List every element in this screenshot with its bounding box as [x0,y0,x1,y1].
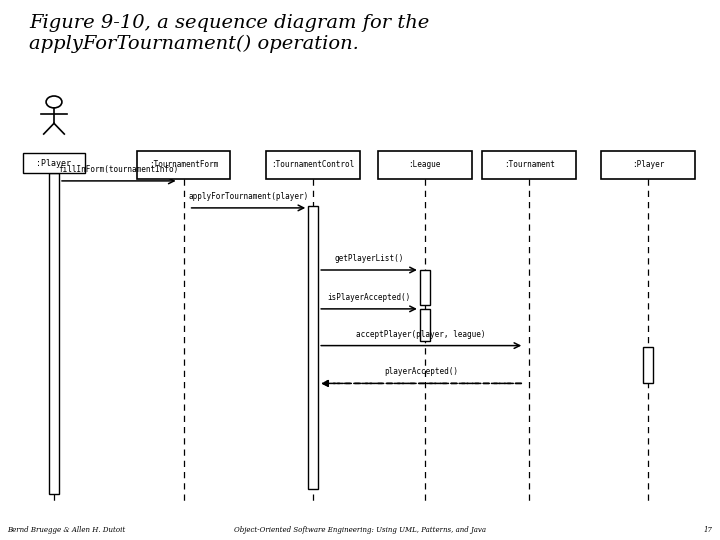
Bar [482,151,576,179]
Bar [23,153,85,173]
Bar [601,151,695,179]
Bar [49,173,59,494]
Bar [420,309,430,341]
Bar [308,206,318,489]
Text: fillInForm(tournamentInfo): fillInForm(tournamentInfo) [58,165,179,174]
Text: acceptPlayer(player, league): acceptPlayer(player, league) [356,329,486,339]
Text: :Player: :Player [632,160,664,169]
Text: :TournamentControl: :TournamentControl [271,160,355,169]
Text: Figure 9-10, a sequence diagram for the
applyForTournament() operation.: Figure 9-10, a sequence diagram for the … [29,14,429,52]
Text: Bernd Bruegge & Allen H. Dutoit: Bernd Bruegge & Allen H. Dutoit [7,525,125,534]
Text: playerAccepted(): playerAccepted() [384,367,458,376]
Bar [266,151,360,179]
Bar [137,151,230,179]
Bar [643,347,653,383]
Text: :League: :League [409,160,441,169]
Text: Object-Oriented Software Engineering: Using UML, Patterns, and Java: Object-Oriented Software Engineering: Us… [234,525,486,534]
Text: getPlayerList(): getPlayerList() [334,254,404,263]
Text: :Tournament: :Tournament [504,160,554,169]
Text: applyForTournament(player): applyForTournament(player) [188,192,309,201]
Text: 17: 17 [703,525,713,534]
Bar [420,270,430,305]
Text: :Player: :Player [37,159,71,167]
Bar [378,151,472,179]
Text: :TournamentForm: :TournamentForm [149,160,218,169]
Text: isPlayerAccepted(): isPlayerAccepted() [328,293,410,302]
